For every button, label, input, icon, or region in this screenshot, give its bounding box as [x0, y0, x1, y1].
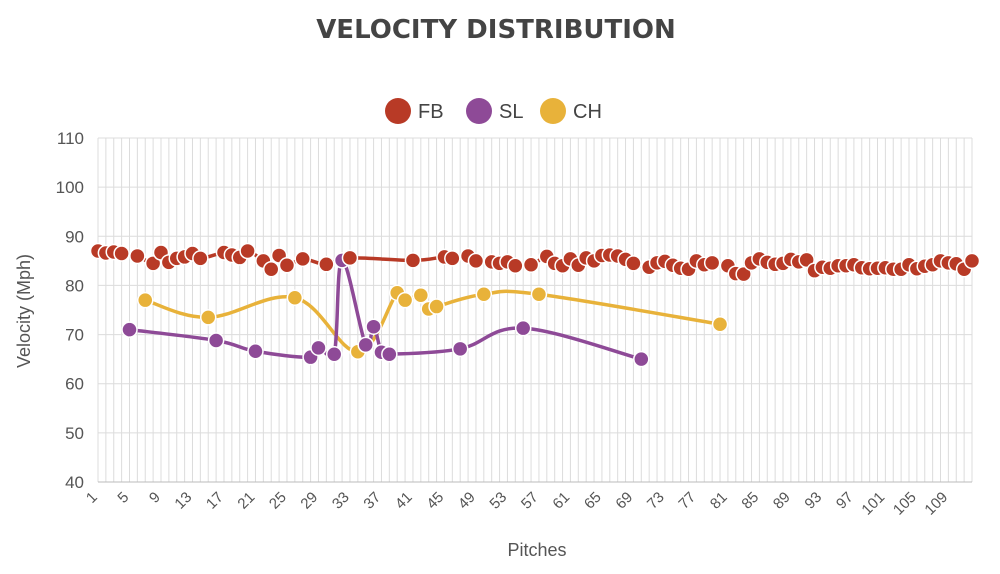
chart-title: VELOCITY DISTRIBUTION [316, 15, 676, 45]
y-tick-label: 80 [65, 276, 84, 295]
x-axis-label: Pitches [507, 540, 566, 560]
y-tick-label: 110 [57, 129, 84, 148]
grid-layer [97, 137, 973, 483]
data-point-fb[interactable] [262, 260, 280, 278]
x-tick-label: 25 [266, 489, 290, 513]
x-axis-ticks: 1 5 9 13 17 21 25 29 33 37 41 45 49 53 57 61 65 69 73 77 81 8… [83, 489, 951, 519]
data-point-fb[interactable] [522, 256, 540, 274]
x-tick-label: 13 [171, 489, 195, 513]
x-tick-label: 77 [675, 489, 699, 513]
x-tick-label: 29 [297, 489, 321, 513]
data-point-fb[interactable] [341, 249, 359, 267]
data-point-sl[interactable] [325, 345, 343, 363]
legend-item-ch[interactable]: CH [540, 98, 602, 124]
data-point-ch[interactable] [428, 298, 445, 315]
series-layer [89, 242, 981, 368]
data-point-fb[interactable] [239, 242, 256, 260]
x-tick-label: 69 [612, 489, 636, 513]
x-tick-label: 41 [392, 489, 416, 513]
data-point-fb[interactable] [963, 252, 981, 270]
data-point-fb[interactable] [444, 250, 461, 267]
x-tick-label: 101 [858, 489, 888, 519]
legend-item-sl[interactable]: SL [466, 98, 523, 124]
y-tick-label: 50 [65, 424, 84, 443]
data-point-ch[interactable] [286, 289, 304, 306]
x-tick-label: 57 [518, 489, 542, 513]
data-point-sl[interactable] [310, 339, 327, 357]
data-point-fb[interactable] [625, 255, 642, 272]
x-tick-label: 97 [833, 489, 857, 513]
data-point-fb[interactable] [404, 252, 422, 269]
data-point-fb[interactable] [294, 250, 311, 268]
x-tick-label: 81 [707, 489, 731, 513]
y-axis-ticks: 40 50 60 70 80 90 100 110 [56, 129, 84, 492]
data-point-sl[interactable] [514, 319, 532, 337]
x-tick-label: 33 [329, 489, 353, 513]
data-point-fb[interactable] [703, 254, 721, 272]
x-tick-label: 1 [83, 489, 101, 507]
x-tick-label: 5 [114, 489, 132, 507]
legend-label: FB [418, 101, 444, 123]
data-point-fb[interactable] [113, 245, 130, 262]
legend-swatch [385, 98, 411, 124]
y-tick-label: 40 [65, 473, 84, 492]
legend-label: SL [499, 101, 523, 123]
data-point-fb[interactable] [192, 250, 209, 267]
y-tick-label: 70 [65, 326, 84, 345]
data-point-fb[interactable] [467, 252, 485, 270]
x-tick-label: 9 [146, 489, 164, 507]
data-point-sl[interactable] [633, 350, 650, 368]
data-point-sl[interactable] [357, 336, 374, 354]
x-tick-label: 109 [921, 489, 951, 519]
data-point-ch[interactable] [530, 286, 548, 303]
y-axis-label: Velocity (Mph) [14, 254, 34, 368]
y-tick-label: 90 [65, 227, 84, 246]
x-tick-label: 17 [203, 489, 227, 513]
data-point-ch[interactable] [396, 291, 414, 309]
data-point-sl[interactable] [121, 321, 138, 338]
data-point-fb[interactable] [278, 257, 296, 274]
legend-swatch [466, 98, 492, 124]
data-point-ch[interactable] [412, 287, 430, 304]
data-point-sl[interactable] [247, 343, 264, 360]
data-point-sl[interactable] [381, 345, 398, 363]
data-point-ch[interactable] [475, 286, 493, 303]
x-tick-label: 89 [770, 489, 794, 513]
data-point-sl[interactable] [207, 332, 225, 349]
data-point-sl[interactable] [365, 318, 382, 335]
data-point-fb[interactable] [507, 257, 524, 275]
x-tick-label: 93 [801, 489, 825, 513]
x-tick-label: 65 [581, 489, 605, 513]
data-point-ch[interactable] [199, 309, 217, 326]
x-tick-label: 45 [423, 489, 447, 513]
x-tick-label: 61 [549, 489, 573, 513]
legend-swatch [540, 98, 566, 124]
legend-item-fb[interactable]: FB [385, 98, 444, 124]
x-tick-label: 73 [644, 489, 668, 513]
data-point-ch[interactable] [711, 316, 729, 333]
x-tick-label: 85 [738, 489, 762, 513]
x-tick-label: 105 [890, 489, 920, 519]
chart-legend: FB SL CH [385, 98, 602, 124]
data-point-fb[interactable] [129, 247, 146, 265]
data-point-fb[interactable] [735, 265, 752, 283]
data-point-fb[interactable] [318, 256, 335, 273]
legend-label: CH [573, 101, 602, 123]
y-tick-label: 100 [56, 178, 84, 197]
y-tick-label: 60 [65, 375, 84, 394]
x-tick-label: 53 [486, 489, 510, 513]
x-tick-label: 49 [455, 489, 479, 513]
data-point-ch[interactable] [136, 291, 154, 309]
x-tick-label: 37 [360, 489, 384, 513]
x-tick-label: 21 [234, 489, 258, 513]
data-point-sl[interactable] [451, 340, 469, 358]
